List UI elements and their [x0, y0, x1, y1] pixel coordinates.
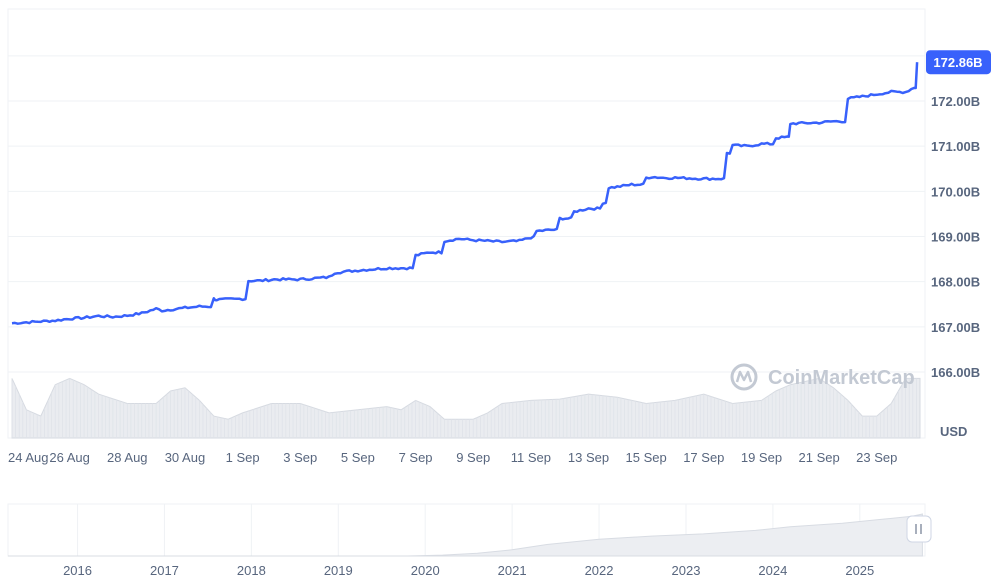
- y-tick-label: 166.00B: [931, 365, 980, 380]
- x-tick-label: 19 Sep: [741, 450, 782, 465]
- x-tick-label: 7 Sep: [399, 450, 433, 465]
- x-tick-label: 13 Sep: [568, 450, 609, 465]
- y-tick-label: 168.00B: [931, 275, 980, 290]
- watermark: CoinMarketCap: [730, 363, 915, 391]
- x-tick-label: 21 Sep: [799, 450, 840, 465]
- x-tick-label: 5 Sep: [341, 450, 375, 465]
- current-price-badge: 172.86B: [926, 50, 991, 75]
- grip-lines-icon: [915, 524, 922, 534]
- x-tick-label: 1 Sep: [226, 450, 260, 465]
- x-tick-label: 23 Sep: [856, 450, 897, 465]
- overview-tick-label: 2025: [845, 563, 874, 578]
- y-tick-label: 169.00B: [931, 230, 980, 245]
- y-axis-ticks: 166.00B 167.00B 168.00B 169.00B 170.00B 171.0…: [931, 94, 980, 380]
- x-tick-label: 15 Sep: [626, 450, 667, 465]
- overview-tick-label: 2017: [150, 563, 179, 578]
- y-tick-label: 167.00B: [931, 320, 980, 335]
- price-line: [11, 62, 919, 325]
- overview-tick-label: 2018: [237, 563, 266, 578]
- overview-tick-label: 2022: [585, 563, 614, 578]
- x-tick-label: 28 Aug: [107, 450, 148, 465]
- x-tick-label: 11 Sep: [511, 450, 551, 465]
- overview-tick-label: 2024: [758, 563, 787, 578]
- y-tick-label: 172.00B: [931, 94, 980, 109]
- x-tick-label: 17 Sep: [683, 450, 724, 465]
- x-tick-label: 30 Aug: [165, 450, 206, 465]
- plot-frame: [7, 8, 926, 439]
- overview-tick-label: 2023: [672, 563, 701, 578]
- overview-tick-label: 2020: [411, 563, 440, 578]
- x-tick-label: 9 Sep: [456, 450, 490, 465]
- overview-tick-label: 2021: [498, 563, 527, 578]
- y-tick-label: 170.00B: [931, 184, 980, 199]
- overview-x-ticks: 2016 2017 2018 2019 2020 2021 2022 2023 2024 2025: [63, 563, 874, 578]
- horizontal-gridlines: [8, 55, 925, 373]
- x-tick-label: 26 Aug: [49, 450, 90, 465]
- x-tick-label: 24 Aug: [8, 450, 49, 465]
- range-handle[interactable]: [906, 515, 932, 543]
- overview-tick-label: 2016: [63, 563, 92, 578]
- volume-bars: [11, 378, 917, 438]
- coinmarketcap-logo-icon: [730, 363, 758, 391]
- y-tick-label: 171.00B: [931, 139, 980, 154]
- current-price-label: 172.86B: [933, 55, 982, 70]
- watermark-text: CoinMarketCap: [768, 367, 915, 389]
- x-tick-label: 3 Sep: [283, 450, 317, 465]
- unit-label: USD: [940, 424, 967, 439]
- overview-tick-label: 2019: [324, 563, 353, 578]
- x-axis-ticks: 24 Aug 26 Aug 28 Aug 30 Aug 1 Sep 3 Sep 5 Sep 7…: [8, 450, 897, 465]
- overview-area: [8, 513, 923, 557]
